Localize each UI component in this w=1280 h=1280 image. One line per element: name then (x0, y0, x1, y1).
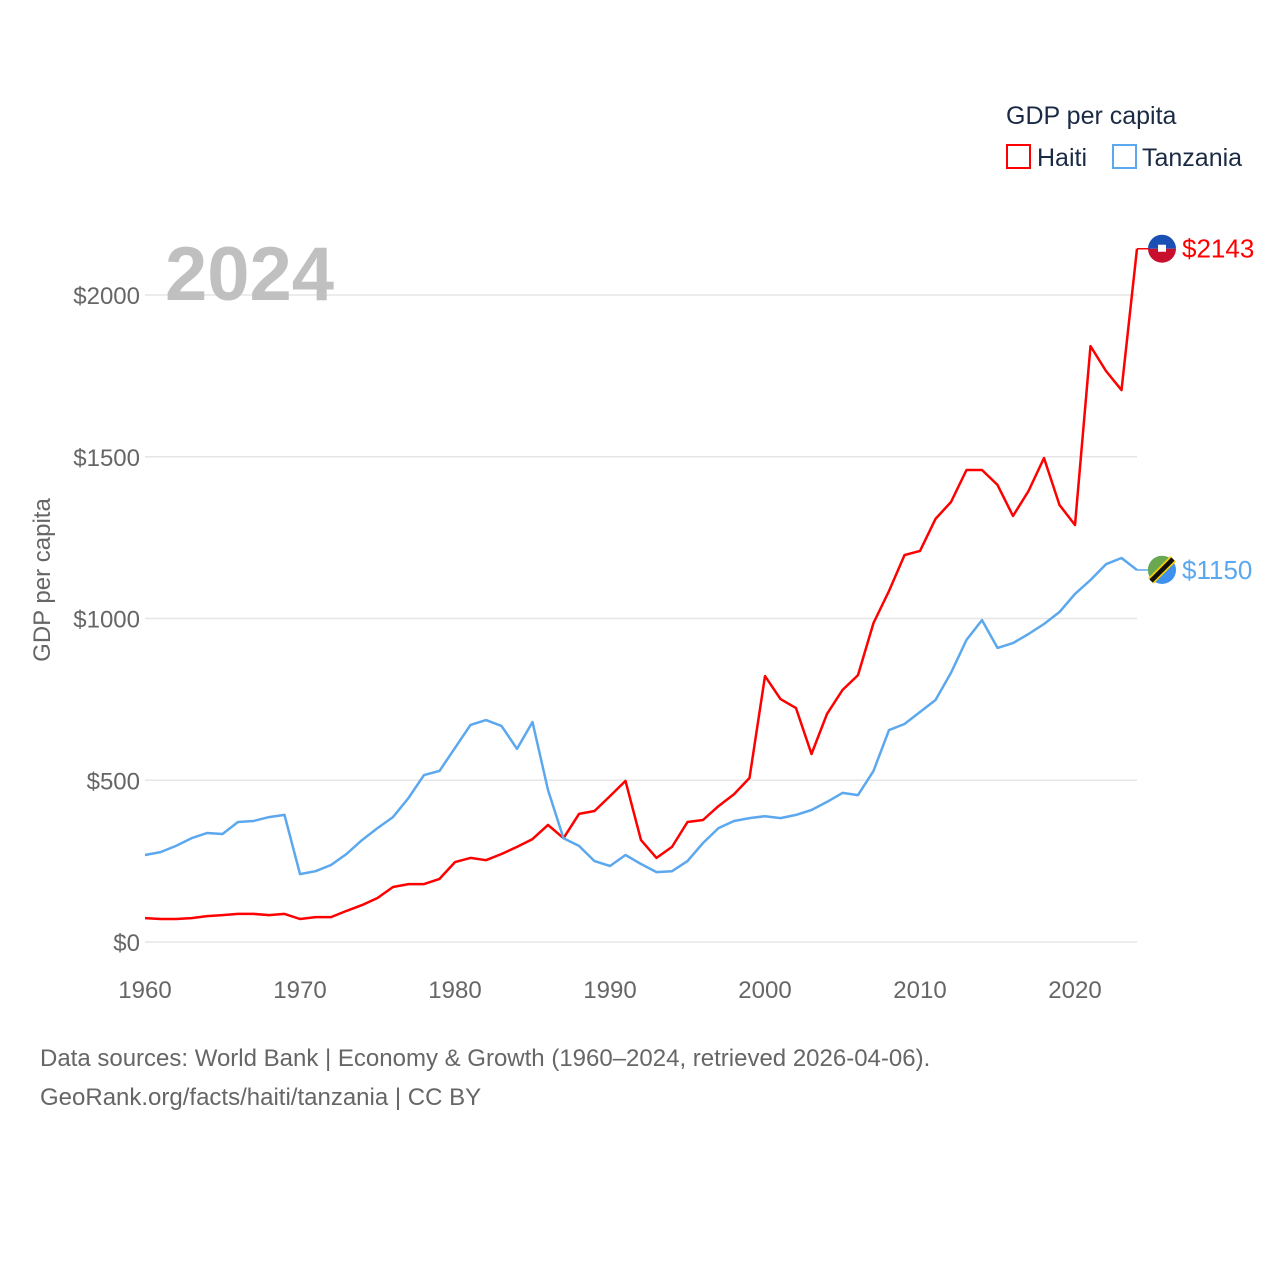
flag-top (1148, 234, 1176, 249)
series-line-tanzania (144, 556, 1138, 876)
series-line-haiti (144, 248, 1139, 921)
flag-black (1149, 557, 1175, 583)
series-lines (144, 248, 1139, 921)
legend-label-tanzania[interactable]: Tanzania (1142, 144, 1242, 172)
year-label: 2024 (165, 232, 334, 317)
legend: GDP per capita Haiti Tanzania (1006, 102, 1242, 172)
footer-credit[interactable]: GeoRank.org/facts/haiti/tanzania | CC BY (40, 1084, 482, 1111)
legend-title: GDP per capita (1006, 102, 1177, 130)
legend-swatch-haiti[interactable] (1006, 144, 1031, 169)
end-value-label: $1150 (1182, 555, 1252, 585)
y-tick-label: $500 (87, 768, 140, 795)
x-tick-label: 2020 (1048, 977, 1101, 1004)
legend-swatch-tanzania[interactable] (1112, 144, 1137, 169)
x-tick-label: 2010 (893, 977, 946, 1004)
x-tick-label: 2000 (738, 977, 791, 1004)
end-value-label: $2143 (1182, 234, 1254, 264)
flag-emblem (1158, 244, 1166, 252)
x-tick-label: 1970 (273, 977, 326, 1004)
footer-sources: Data sources: World Bank | Economy & Gro… (40, 1045, 931, 1072)
y-tick-label: $0 (113, 930, 140, 957)
legend-label-haiti[interactable]: Haiti (1037, 144, 1087, 172)
x-tick-label: 1990 (583, 977, 636, 1004)
y-axis-label: GDP per capita (29, 498, 56, 662)
flag-tanzania-icon (1147, 555, 1176, 584)
x-tick-label: 1960 (118, 977, 171, 1004)
x-tick-label: 1980 (428, 977, 481, 1004)
y-tick-label: $1000 (73, 607, 140, 634)
x-axis: 1960 1970 1980 1990 2000 2010 2020 (118, 977, 1101, 1004)
flag-bottom (1148, 248, 1176, 263)
y-tick-label: $2000 (73, 283, 140, 310)
y-axis: $0 $500 $1000 $1500 $2000 (73, 283, 140, 957)
grid (145, 294, 1137, 943)
line-chart: $0 $500 $1000 $1500 $2000 1960 1970 1980 1990 20… (29, 102, 1254, 1004)
flag-haiti-icon (1148, 234, 1176, 263)
y-tick-label: $1500 (73, 445, 140, 472)
series-end-labels: $2143 $1150 (1137, 234, 1254, 585)
